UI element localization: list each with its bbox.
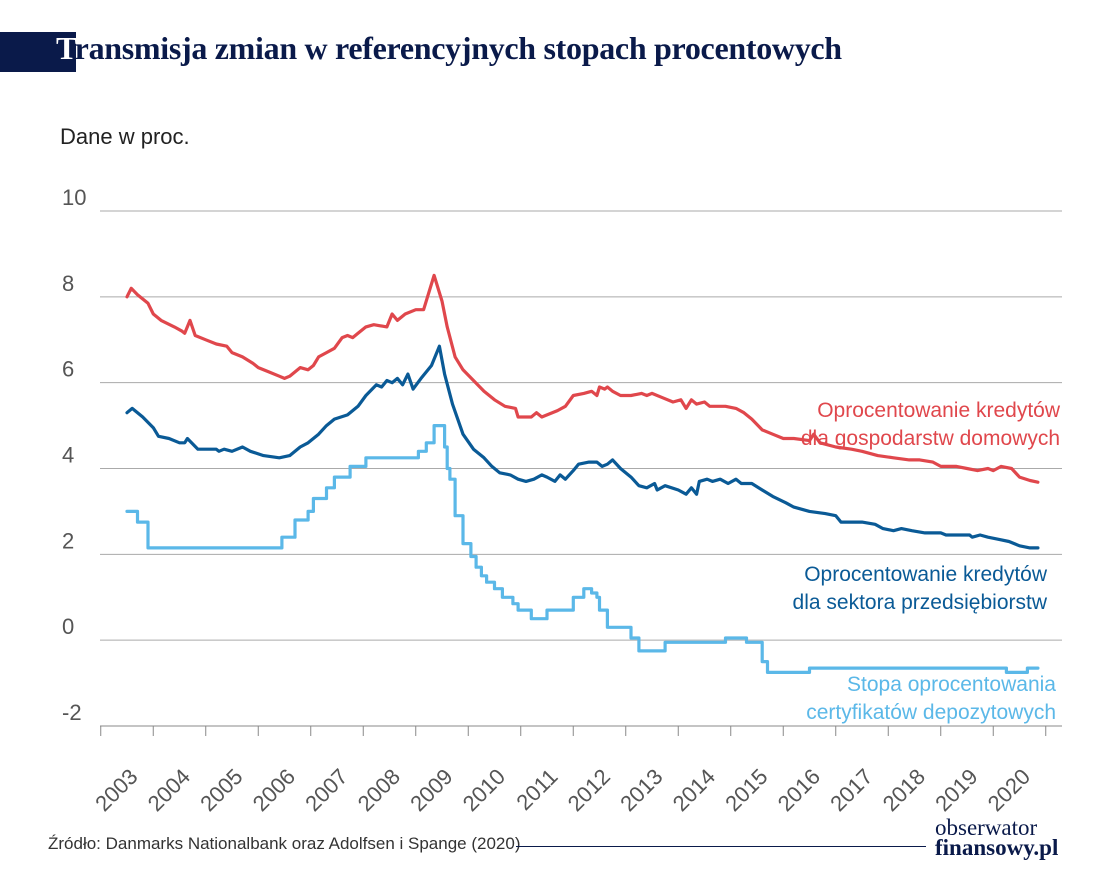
y-tick-label: 8 — [62, 271, 74, 296]
x-tick-label: 2004 — [143, 764, 195, 816]
y-tick-label: 2 — [62, 528, 74, 553]
x-tick-label: 2008 — [353, 764, 405, 816]
brand-logo: obserwator finansowy.pl — [935, 815, 1059, 860]
x-tick-label: 2014 — [668, 764, 720, 816]
x-tick-label: 2019 — [930, 764, 982, 816]
logo-line1: obserwator — [935, 815, 1038, 840]
legend-households-line2: dla gospodarstw domowych — [800, 427, 1060, 450]
unit-label: Dane w proc. — [60, 124, 190, 149]
x-tick-label: 2006 — [248, 764, 300, 816]
x-tick-label: 2003 — [90, 764, 142, 816]
x-axis: 2003 2004 2005 2006 2007 2008 2009 2010 2011 2012… — [90, 725, 1062, 816]
series-line-cd_rate — [125, 424, 1040, 674]
legend-households-line1: Oprocentowanie kredytów — [817, 399, 1060, 422]
y-tick-label: 10 — [62, 185, 86, 210]
legend-cd-rate-line2: certyfikatów depozytowych — [806, 701, 1056, 724]
y-tick-label: -2 — [62, 700, 82, 725]
legend-enterprises-line2: dla sektora przedsiębiorstw — [792, 591, 1047, 614]
x-tick-label: 2018 — [878, 764, 930, 816]
y-tick-label: 6 — [62, 357, 74, 382]
x-tick-label: 2015 — [720, 764, 772, 816]
legend-enterprises-line1: Oprocentowanie kredytów — [804, 563, 1047, 586]
series-lines — [125, 273, 1040, 674]
x-tick-label: 2013 — [615, 764, 667, 816]
x-tick-label: 2020 — [983, 764, 1035, 816]
x-tick-label: 2007 — [300, 764, 352, 816]
x-tick-label: 2012 — [563, 764, 615, 816]
x-tick-label: 2009 — [405, 764, 457, 816]
series-line-enterprises — [125, 344, 1040, 550]
title-first-letter: T — [56, 30, 75, 66]
legend-cd-rate-line1: Stopa oprocentowania — [847, 673, 1056, 696]
legend-cd-rate: Stopa oprocentowania certyfikatów depozy… — [740, 671, 1056, 727]
source-note: Źródło: Danmarks Nationalbank oraz Adolf… — [48, 834, 521, 853]
legend-enterprises: Oprocentowanie kredytów dla sektora prze… — [740, 561, 1047, 617]
x-tick-label: 2011 — [511, 764, 562, 815]
source-divider — [516, 846, 926, 847]
y-tick-label: 0 — [62, 614, 74, 639]
title-accent-bar — [0, 32, 76, 72]
grid-lines — [100, 210, 1062, 727]
logo-line2: finansowy.pl — [935, 835, 1059, 860]
x-tick-label: 2017 — [825, 764, 877, 816]
y-tick-label: 4 — [62, 443, 74, 468]
x-tick-label: 2016 — [773, 764, 825, 816]
page-title: Transmisja zmian w referencyjnych stopac… — [56, 30, 842, 67]
series-line-households — [125, 273, 1040, 484]
y-tick-labels: 10 8 6 4 2 0 -2 — [62, 185, 86, 725]
x-tick-label: 2010 — [458, 764, 510, 816]
legend-households: Oprocentowanie kredytów dla gospodarstw … — [760, 397, 1060, 453]
title-text: ransmisja zmian w referencyjnych stopach… — [74, 30, 842, 66]
x-tick-label: 2005 — [195, 764, 247, 816]
